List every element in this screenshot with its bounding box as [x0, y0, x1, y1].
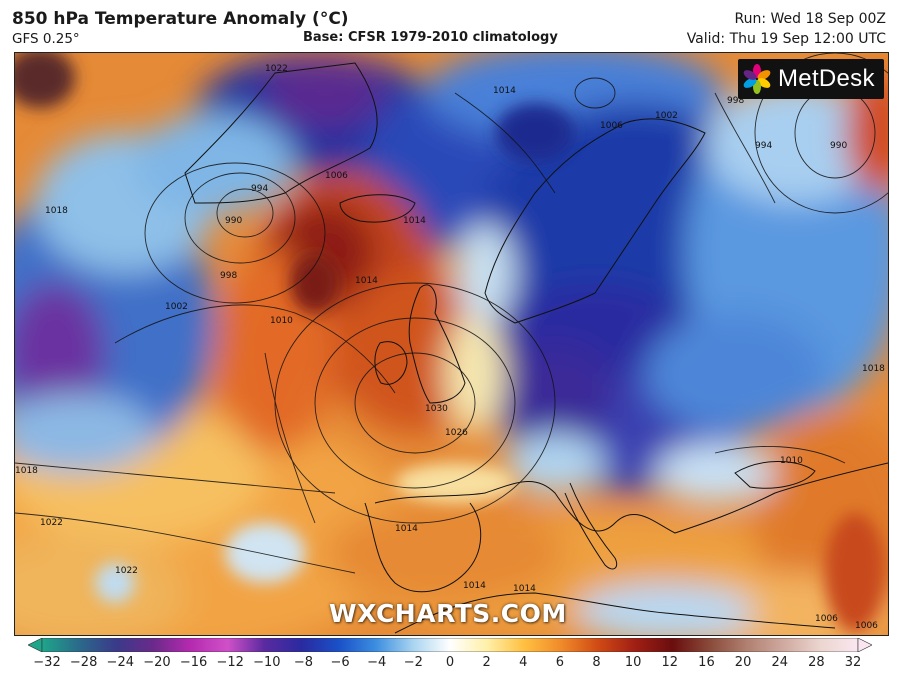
- colorbar-tick-label: −28: [69, 655, 98, 670]
- isobar-label: 1014: [403, 216, 426, 226]
- isobar-label: 990: [830, 141, 847, 151]
- wxcharts-watermark: WXCHARTS.COM: [329, 599, 567, 628]
- isobar-label: 1010: [270, 316, 293, 326]
- colorbar-tick-label: 16: [698, 655, 715, 670]
- anomaly-map: 1022 1014 1006 1002 998 994 990 1006 101…: [14, 52, 889, 636]
- colorbar-tick-label: −4: [367, 655, 387, 670]
- colorbar-tick-label: 2: [482, 655, 491, 670]
- colorbar-tick-label: 20: [734, 655, 752, 670]
- isobar-label: 1022: [265, 64, 288, 74]
- isobar-label: 1006: [600, 121, 623, 131]
- colorbar-tick-label: 10: [624, 655, 642, 670]
- colorbar-tick-label: −16: [179, 655, 208, 670]
- isobar-label: 998: [220, 271, 237, 281]
- colorbar-tick-label: 24: [771, 655, 788, 670]
- colorbar-tick-label: −8: [293, 655, 314, 670]
- isobar-label: 998: [727, 96, 744, 106]
- isobar-label: 1006: [815, 614, 838, 624]
- isobar-label: 994: [251, 184, 268, 194]
- isobar-label: 1014: [463, 581, 486, 591]
- isobar-label: 1006: [855, 621, 878, 631]
- metdesk-logo: MetDesk: [738, 59, 884, 99]
- colorbar-max-arrow: [857, 638, 872, 652]
- isobar-label: 994: [755, 141, 772, 151]
- colorbar-tick-label: 32: [844, 655, 862, 670]
- isobar-label: 1022: [115, 566, 138, 576]
- isobar-label: 1002: [165, 302, 188, 312]
- isobar-label: 1014: [493, 86, 516, 96]
- climatology-base-label: Base: CFSR 1979-2010 climatology: [303, 30, 558, 45]
- colorbar-tick-label: −10: [253, 655, 281, 670]
- isobar-label: 1014: [395, 524, 418, 534]
- isobar-label: 1018: [862, 364, 885, 374]
- logo-text: MetDesk: [778, 65, 875, 92]
- colorbar: [28, 638, 872, 652]
- temperature-anomaly-field: 1022 1014 1006 1002 998 994 990 1006 101…: [15, 53, 888, 635]
- isobar-label: 1014: [513, 584, 536, 594]
- colorbar-tick-label: −32: [33, 655, 61, 670]
- run-time-label: Run: Wed 18 Sep 00Z: [734, 11, 887, 27]
- isobar-label: 1030: [425, 404, 448, 414]
- valid-time-label: Valid: Thu 19 Sep 12:00 UTC: [686, 31, 886, 47]
- colorbar-gradient: [41, 638, 859, 652]
- isobar-label: 1006: [325, 171, 348, 181]
- colorbar-tick-label: 8: [592, 655, 601, 670]
- colorbar-tick-label: 0: [445, 655, 455, 670]
- colorbar-tick-label: 4: [519, 655, 528, 670]
- isobar-label: 1022: [40, 518, 63, 528]
- metdesk-flower-icon: [743, 64, 771, 94]
- chart-title: 850 hPa Temperature Anomaly (°C): [12, 9, 349, 29]
- model-label: GFS 0.25°: [12, 31, 80, 47]
- colorbar-tick-label: 6: [555, 655, 565, 670]
- colorbar-tick-label: −12: [216, 655, 244, 670]
- colorbar-tick-label: 28: [808, 655, 825, 670]
- isobar-label: 1014: [355, 276, 378, 286]
- isobar-label: 1026: [445, 428, 468, 438]
- colorbar-tick-label: −20: [143, 655, 171, 670]
- isobar-label: 990: [225, 216, 242, 226]
- isobar-label: 1018: [15, 466, 38, 476]
- colorbar-ticks: −32 −28 −24 −20 −16 −12 −10 −8 −6 −4 −2 0 2 4 6 8 10 12 16…: [0, 655, 900, 675]
- isobar-label: 1010: [780, 456, 803, 466]
- isobar-label: 1002: [655, 111, 678, 121]
- colorbar-tick-label: −24: [106, 655, 134, 670]
- colorbar-tick-label: −2: [403, 655, 423, 670]
- colorbar-tick-label: 12: [661, 655, 679, 670]
- colorbar-tick-label: −6: [330, 655, 350, 670]
- colorbar-min-arrow: [28, 638, 43, 652]
- isobar-label: 1018: [45, 206, 68, 216]
